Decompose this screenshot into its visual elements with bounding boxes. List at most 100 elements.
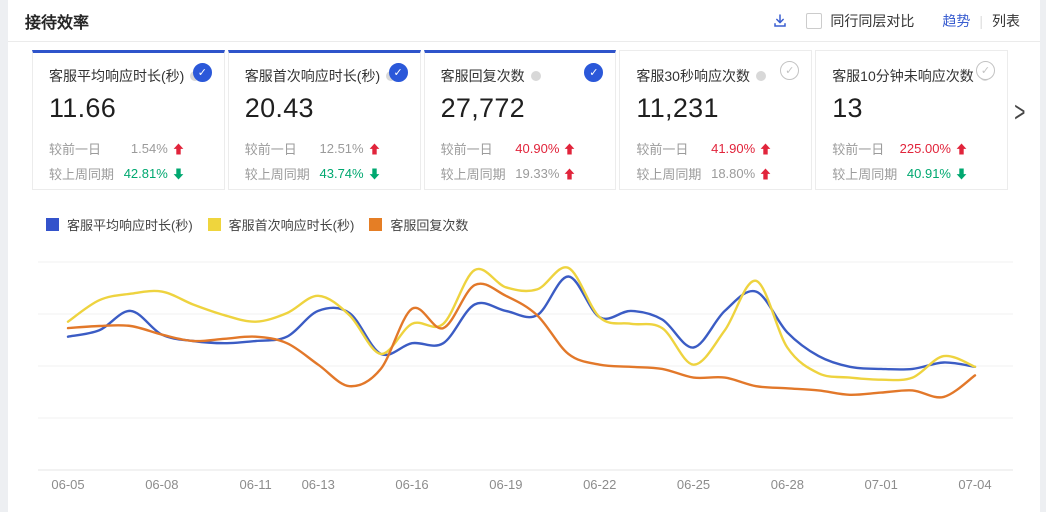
card-title: 客服回复次数 [440, 68, 525, 84]
metric-card-30s-response-count[interactable]: ✓ 客服30秒响应次数 11,231 较前一日 41.90% 较上周同期 18.… [619, 50, 813, 190]
x-axis-tick-label: 07-01 [864, 477, 898, 492]
row-label: 较前一日 [636, 142, 689, 157]
legend-item-reply-count[interactable]: 客服回复次数 [369, 215, 468, 234]
legend-label: 客服首次响应时长(秒) [228, 218, 355, 233]
row-value: 40.91% [906, 166, 951, 181]
metric-card-first-response-time[interactable]: ✓ 客服首次响应时长(秒) 20.43 较前一日 12.51% 较上周同期 43… [227, 50, 421, 190]
card-select-toggle[interactable]: ✓ [975, 61, 995, 80]
card-value: 13 [832, 93, 863, 123]
view-toggle-trend[interactable]: 趋势 [942, 12, 971, 29]
legend-swatch-blue [46, 218, 59, 231]
reception-efficiency-panel: 接待效率 同行同层对比 趋势 | 列表 ✓ 客服平均响应时长(秒) 11.66 … [8, 0, 1040, 512]
row-value: 225.00% [899, 141, 951, 156]
x-axis-tick-label: 06-28 [770, 477, 804, 492]
legend-item-avg-response-time[interactable]: 客服平均响应时长(秒) [46, 215, 193, 234]
trend-up-icon [760, 168, 771, 180]
download-icon[interactable] [772, 13, 788, 29]
trend-up-icon [956, 143, 967, 155]
check-icon: ✓ [785, 65, 795, 77]
check-icon: ✓ [197, 67, 207, 79]
card-value: 11.66 [49, 93, 117, 123]
series-line-0 [66, 275, 977, 371]
card-row: 较上周同期 40.91% [832, 164, 967, 183]
row-label: 较前一日 [440, 142, 493, 157]
peer-compare-label[interactable]: 同行同层对比 [830, 12, 915, 29]
card-row: 较前一日 41.90% [636, 139, 771, 158]
check-icon: ✓ [393, 67, 403, 79]
trend-chart[interactable]: 06-05 06-08 06-11 06-13 06-16 06-19 06-22 06-25… [8, 240, 1040, 506]
legend-label: 客服回复次数 [390, 218, 469, 233]
card-title: 客服30秒响应次数 [636, 68, 750, 84]
row-label: 较上周同期 [440, 167, 506, 182]
x-axis-tick-label: 06-05 [51, 477, 85, 492]
row-value: 1.54% [130, 141, 168, 156]
chart-legend: 客服平均响应时长(秒) 客服首次响应时长(秒) 客服回复次数 [46, 215, 468, 234]
row-label: 较前一日 [49, 142, 102, 157]
card-row: 较上周同期 43.74% [245, 164, 380, 183]
panel-header: 接待效率 同行同层对比 趋势 | 列表 [8, 0, 1040, 42]
row-value: 41.90% [711, 141, 756, 156]
legend-swatch-orange [369, 218, 383, 231]
metric-card-avg-response-time[interactable]: ✓ 客服平均响应时长(秒) 11.66 较前一日 1.54% 较上周同期 42.… [32, 50, 225, 190]
check-icon: ✓ [980, 65, 991, 77]
chart-canvas[interactable] [8, 240, 1040, 506]
row-value: 18.80% [711, 166, 756, 181]
info-icon[interactable] [755, 71, 766, 81]
x-axis-tick-label: 06-13 [301, 477, 335, 492]
row-label: 较上周同期 [244, 167, 310, 182]
view-toggle-list[interactable]: 列表 [992, 12, 1020, 29]
trend-down-icon [956, 168, 967, 180]
trend-up-icon [760, 143, 771, 155]
card-title: 客服10分钟未响应次数 [832, 68, 974, 84]
row-value: 19.33% [515, 166, 560, 181]
info-icon[interactable] [530, 71, 541, 81]
header-controls: 同行同层对比 趋势 | 列表 [772, 11, 1020, 31]
trend-up-icon [564, 143, 575, 155]
metric-cards-row: ✓ 客服平均响应时长(秒) 11.66 较前一日 1.54% 较上周同期 42.… [32, 50, 1008, 190]
card-value: 11,231 [636, 93, 719, 123]
row-label: 较上周同期 [636, 167, 702, 182]
card-select-toggle[interactable]: ✓ [388, 63, 408, 82]
card-row: 较前一日 12.51% [245, 139, 380, 158]
card-value: 27,772 [440, 93, 525, 123]
trend-up-icon [173, 143, 184, 155]
metric-card-10min-no-response-count[interactable]: ✓ 客服10分钟未响应次数 13 较前一日 225.00% 较上周同期 40.9… [815, 50, 1008, 190]
x-axis-tick-label: 06-19 [489, 477, 523, 492]
x-axis-tick-label: 06-25 [676, 477, 711, 492]
card-row: 较前一日 225.00% [832, 139, 967, 158]
card-select-toggle[interactable]: ✓ [584, 63, 604, 82]
x-axis-tick-label: 06-16 [395, 477, 429, 492]
x-axis-tick-label: 07-04 [958, 477, 992, 492]
trend-up-icon [369, 143, 380, 155]
page-title: 接待效率 [25, 14, 90, 32]
row-label: 较前一日 [832, 142, 885, 157]
card-title: 客服平均响应时长(秒) [49, 68, 185, 84]
row-value: 12.51% [319, 141, 364, 156]
legend-item-first-response-time[interactable]: 客服首次响应时长(秒) [207, 215, 355, 234]
card-select-toggle[interactable]: ✓ [780, 61, 800, 80]
chevron-right-icon: > [1014, 96, 1026, 129]
row-value: 40.90% [515, 141, 560, 156]
card-value: 20.43 [244, 93, 314, 123]
x-axis-tick-label: 06-08 [145, 477, 179, 492]
row-label: 较上周同期 [832, 167, 898, 182]
card-row: 较前一日 40.90% [441, 139, 576, 158]
legend-label: 客服平均响应时长(秒) [67, 218, 193, 233]
peer-compare-checkbox[interactable] [806, 12, 823, 29]
metric-card-reply-count[interactable]: ✓ 客服回复次数 27,772 较前一日 40.90% 较上周同期 19.33% [423, 50, 617, 190]
series-line-2 [66, 282, 977, 399]
x-axis: 06-05 06-08 06-11 06-13 06-16 06-19 06-22 06-25… [8, 477, 1040, 497]
row-label: 较前一日 [244, 142, 297, 157]
card-row: 较上周同期 18.80% [636, 164, 771, 183]
series-line-1 [66, 266, 977, 382]
row-label: 较上周同期 [49, 167, 115, 182]
legend-swatch-yellow [207, 218, 221, 231]
row-value: 42.81% [123, 166, 168, 181]
trend-down-icon [369, 168, 380, 180]
card-row: 较上周同期 42.81% [49, 164, 184, 183]
card-row: 较上周同期 19.33% [441, 164, 576, 183]
check-icon: ✓ [589, 67, 599, 79]
card-select-toggle[interactable]: ✓ [192, 63, 212, 82]
view-toggle: 趋势 | 列表 [942, 11, 1020, 31]
cards-next-button[interactable]: > [1006, 96, 1034, 130]
